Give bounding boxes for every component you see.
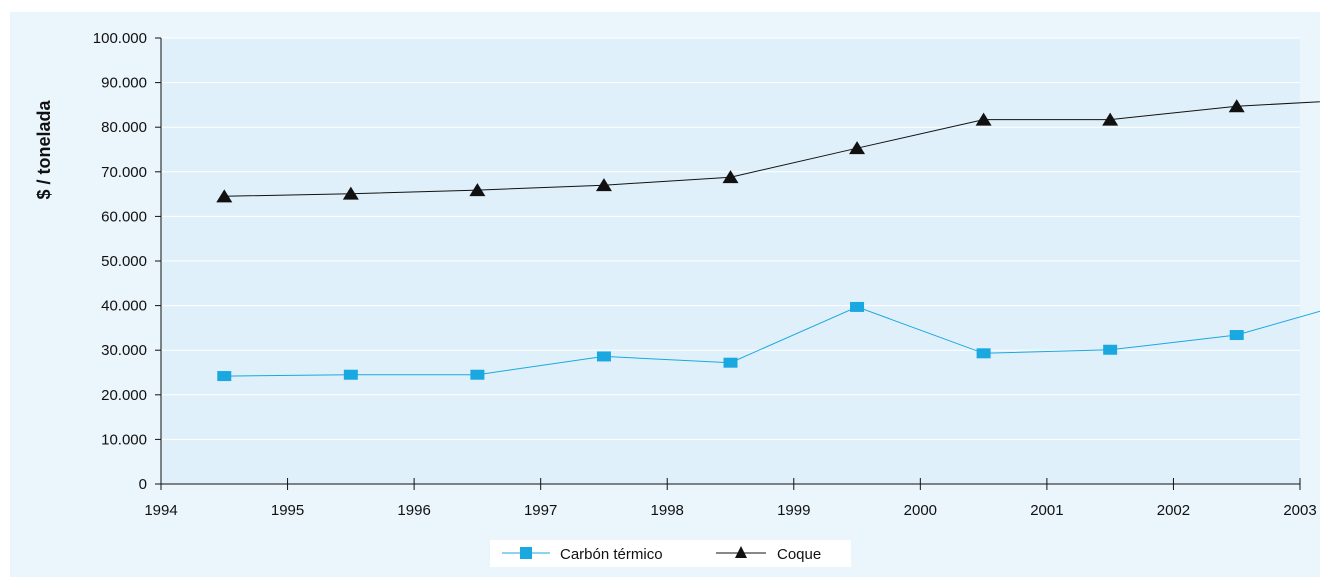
axes: [155, 38, 1300, 490]
series-1-point-6: [975, 112, 992, 126]
series-0-point-8: [1229, 330, 1244, 341]
y-tick-label-5: 50.000: [101, 253, 147, 270]
series-line-0: [224, 306, 1320, 377]
series-group: [216, 99, 1320, 382]
x-tick-label-2: 1996: [397, 502, 430, 519]
x-tick-label-5: 1999: [777, 502, 810, 519]
y-tick-label-1: 10.000: [101, 431, 147, 448]
y-tick-label-7: 70.000: [101, 164, 147, 181]
y-axis-title: $ / tonelada: [34, 100, 54, 200]
series-0-point-5: [850, 301, 865, 312]
legend-box: [490, 540, 851, 567]
series-0-point-7: [1103, 344, 1118, 355]
legend-marker-carbon: [520, 547, 532, 559]
x-tick-label-3: 1997: [524, 502, 557, 519]
grid-lines: [161, 37, 1300, 440]
series-0-point-4: [723, 357, 738, 368]
y-tick-label-8: 80.000: [101, 119, 147, 136]
series-1-point-4: [722, 170, 739, 184]
y-tick-label-10: 100.000: [93, 30, 147, 47]
y-tick-label-2: 20.000: [101, 387, 147, 404]
x-tick-label-9: 2003: [1283, 502, 1316, 519]
series-0-point-2: [470, 369, 485, 380]
legend-marker-coque: [735, 546, 747, 558]
series-1-point-7: [1102, 112, 1119, 126]
x-tick-label-7: 2001: [1030, 502, 1063, 519]
x-tick-label-4: 1998: [651, 502, 684, 519]
y-tick-label-6: 60.000: [101, 208, 147, 225]
y-tick-label-0: 0: [139, 476, 147, 493]
series-1-point-1: [342, 186, 359, 200]
series-line-1: [224, 101, 1320, 197]
series-0-point-6: [976, 348, 991, 359]
y-tick-label-9: 90.000: [101, 75, 147, 92]
series-1-point-0: [216, 189, 233, 203]
x-tick-label-8: 2002: [1157, 502, 1190, 519]
series-1-point-5: [849, 141, 866, 155]
series-0-point-0: [217, 371, 232, 382]
series-1-point-8: [1228, 99, 1245, 113]
line-chart: 0 10.000 20.000 30.000 40.000 50.000 60.000 70.…: [34, 30, 1320, 567]
chart-container: 0 10.000 20.000 30.000 40.000 50.000 60.000 70.…: [10, 12, 1320, 577]
legend: Carbón térmico Coque: [490, 540, 851, 567]
series-1-point-2: [469, 183, 486, 197]
series-0-point-3: [596, 351, 611, 362]
x-tick-label-1: 1995: [271, 502, 304, 519]
series-1-point-3: [595, 178, 612, 192]
y-tick-label-4: 40.000: [101, 298, 147, 315]
x-tick-label-0: 1994: [144, 502, 177, 519]
y-tick-label-3: 30.000: [101, 342, 147, 359]
legend-label-coque: Coque: [777, 546, 821, 563]
y-axis-ticks: 0 10.000 20.000 30.000 40.000 50.000 60.000 70.…: [93, 30, 161, 493]
x-axis-ticks: 1994 1995 1996 1997 1998 1999 2000 2001 2002 2003: [144, 478, 1317, 519]
x-tick-label-6: 2000: [904, 502, 937, 519]
series-0-point-1: [343, 369, 358, 380]
legend-label-carbon: Carbón térmico: [560, 546, 663, 563]
